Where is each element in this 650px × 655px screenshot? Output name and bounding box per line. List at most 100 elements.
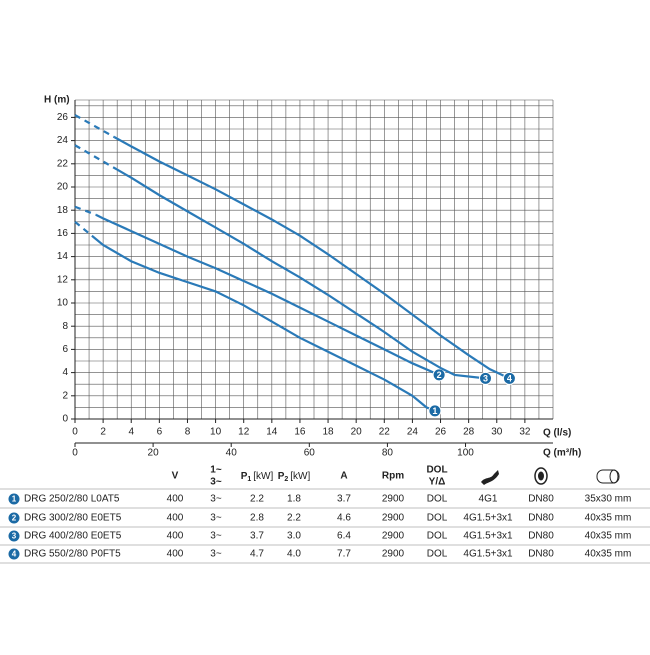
table-cell: 400 bbox=[167, 494, 184, 505]
x2-tick-label: 80 bbox=[382, 448, 394, 459]
table-cell: 3.7 bbox=[250, 531, 264, 542]
x-tick-label: 18 bbox=[322, 427, 334, 438]
curve-marker-label: 2 bbox=[437, 370, 442, 380]
table-cell: DN80 bbox=[528, 494, 554, 505]
model-name: DRG 400/2/80 E0ET5 bbox=[24, 531, 122, 542]
table-cell: 2900 bbox=[382, 513, 405, 524]
y-tick-label: 24 bbox=[57, 135, 69, 146]
row-badge bbox=[8, 493, 20, 505]
y-tick-label: 22 bbox=[57, 158, 69, 169]
row-badge bbox=[8, 548, 20, 560]
x-tick-label: 10 bbox=[210, 427, 222, 438]
header-text: DOL bbox=[426, 465, 447, 476]
x-tick-label: 14 bbox=[266, 427, 278, 438]
header-text: Y/Δ bbox=[429, 477, 446, 488]
table-cell: 4G1.5+3x1 bbox=[463, 549, 513, 560]
row-badge-label: 1 bbox=[12, 495, 17, 504]
x2-tick-label: 20 bbox=[148, 448, 160, 459]
y-axis-label: H (m) bbox=[44, 95, 70, 106]
y-tick-label: 6 bbox=[62, 344, 68, 355]
y-tick-label: 2 bbox=[62, 390, 68, 401]
x-tick-label: 12 bbox=[238, 427, 250, 438]
header-unit: [kW] bbox=[290, 471, 310, 482]
curve-marker bbox=[502, 371, 516, 385]
pump-curve bbox=[116, 168, 486, 380]
row-badge-label: 3 bbox=[12, 532, 17, 541]
table-cell: 6.4 bbox=[337, 531, 351, 542]
x-tick-label: 8 bbox=[185, 427, 191, 438]
x-tick-label: 16 bbox=[294, 427, 306, 438]
pump-icon bbox=[534, 467, 548, 485]
y-tick-label: 18 bbox=[57, 205, 69, 216]
y-tick-label: 10 bbox=[57, 298, 69, 309]
header-text: P1 [kW] bbox=[241, 471, 274, 483]
pump-curve bbox=[74, 144, 118, 171]
x-tick-label: 32 bbox=[519, 427, 531, 438]
x-tick-label: 20 bbox=[351, 427, 363, 438]
table-cell: 2900 bbox=[382, 531, 405, 542]
x-tick-label: 22 bbox=[379, 427, 391, 438]
x2-tick-label: 60 bbox=[304, 448, 316, 459]
pump-curve bbox=[113, 136, 510, 380]
table-cell: 40x35 mm bbox=[585, 513, 632, 524]
table-cell: 40x35 mm bbox=[585, 531, 632, 542]
table-cell: 4.7 bbox=[250, 549, 264, 560]
header-sub: 2 bbox=[284, 476, 288, 483]
header-sub: 1 bbox=[247, 476, 251, 483]
x-tick-label: 30 bbox=[491, 427, 503, 438]
header-unit: [kW] bbox=[253, 471, 273, 482]
table-cell: 3.0 bbox=[287, 531, 301, 542]
curve-marker bbox=[432, 368, 446, 382]
y-tick-label: 20 bbox=[57, 182, 69, 193]
header-text: P2 [kW] bbox=[278, 471, 311, 483]
model-name: DRG 550/2/80 P0FT5 bbox=[24, 549, 121, 560]
table-cell: DOL bbox=[427, 549, 448, 560]
y-tick-label: 8 bbox=[62, 321, 68, 332]
table-cell: 3~ bbox=[210, 494, 222, 505]
table-cell: 2900 bbox=[382, 549, 405, 560]
header-text: Rpm bbox=[382, 471, 404, 482]
table-cell: 40x35 mm bbox=[585, 549, 632, 560]
table-cell: 400 bbox=[167, 513, 184, 524]
x-tick-label: 0 bbox=[72, 427, 78, 438]
pump-curve bbox=[91, 234, 436, 412]
table-cell: DN80 bbox=[528, 549, 554, 560]
x-tick-label: 2 bbox=[100, 427, 106, 438]
pump-curve bbox=[74, 114, 115, 139]
table-cell: DN80 bbox=[528, 513, 554, 524]
x-tick-label: 6 bbox=[157, 427, 163, 438]
model-name: DRG 250/2/80 L0AT5 bbox=[24, 494, 120, 505]
table-cell: 4.0 bbox=[287, 549, 301, 560]
curve-marker-label: 3 bbox=[483, 373, 488, 383]
curve-marker bbox=[428, 404, 442, 418]
header-text: 1~ bbox=[210, 465, 222, 476]
x-tick-label: 24 bbox=[407, 427, 419, 438]
y-tick-label: 16 bbox=[57, 228, 69, 239]
table-cell: 1.8 bbox=[287, 494, 301, 505]
header-text: 3~ bbox=[210, 477, 222, 488]
x2-tick-label: 0 bbox=[72, 448, 78, 459]
row-badge-label: 2 bbox=[12, 514, 17, 523]
y-tick-label: 12 bbox=[57, 274, 69, 285]
row-badge bbox=[8, 512, 20, 524]
table-cell: 7.7 bbox=[337, 549, 351, 560]
y-tick-label: 4 bbox=[62, 367, 68, 378]
pump-curve bbox=[74, 205, 97, 216]
table-cell: 400 bbox=[167, 549, 184, 560]
x-tick-label: 26 bbox=[435, 427, 447, 438]
table-cell: 2.8 bbox=[250, 513, 264, 524]
table-cell: 4G1 bbox=[479, 494, 498, 505]
x2-tick-label: 40 bbox=[226, 448, 238, 459]
curve-marker-label: 1 bbox=[432, 406, 437, 416]
row-badge-label: 4 bbox=[12, 550, 17, 559]
row-badge bbox=[8, 530, 20, 542]
table-cell: 35x30 mm bbox=[585, 494, 632, 505]
table-cell: 2.2 bbox=[250, 494, 264, 505]
y-tick-label: 14 bbox=[57, 251, 69, 262]
x-tick-label: 4 bbox=[128, 427, 134, 438]
table-cell: DN80 bbox=[528, 531, 554, 542]
pump-curve bbox=[95, 213, 440, 376]
table-cell: DOL bbox=[427, 494, 448, 505]
